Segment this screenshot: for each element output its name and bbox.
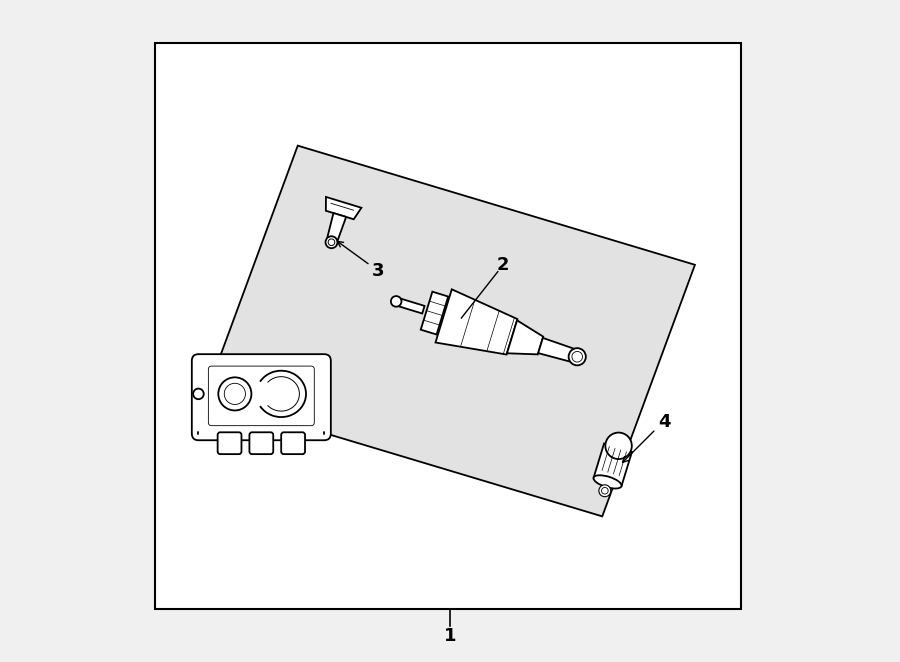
Polygon shape <box>436 289 518 355</box>
FancyBboxPatch shape <box>281 432 305 454</box>
Polygon shape <box>327 213 346 242</box>
FancyBboxPatch shape <box>192 354 331 440</box>
Circle shape <box>598 485 611 496</box>
FancyBboxPatch shape <box>249 432 274 454</box>
Polygon shape <box>397 298 425 314</box>
Polygon shape <box>507 320 544 354</box>
Circle shape <box>606 432 632 459</box>
Text: 3: 3 <box>372 261 384 279</box>
Polygon shape <box>594 444 632 486</box>
FancyBboxPatch shape <box>218 432 241 454</box>
Circle shape <box>391 296 401 307</box>
Text: 4: 4 <box>658 413 670 431</box>
Circle shape <box>569 348 586 365</box>
Ellipse shape <box>593 475 622 489</box>
Polygon shape <box>205 146 695 516</box>
Bar <box>156 43 742 609</box>
Circle shape <box>194 389 203 399</box>
Circle shape <box>326 236 338 248</box>
Polygon shape <box>326 197 362 219</box>
Polygon shape <box>421 292 448 334</box>
Text: 2: 2 <box>496 256 508 274</box>
Polygon shape <box>538 338 577 363</box>
Text: 1: 1 <box>444 626 456 645</box>
